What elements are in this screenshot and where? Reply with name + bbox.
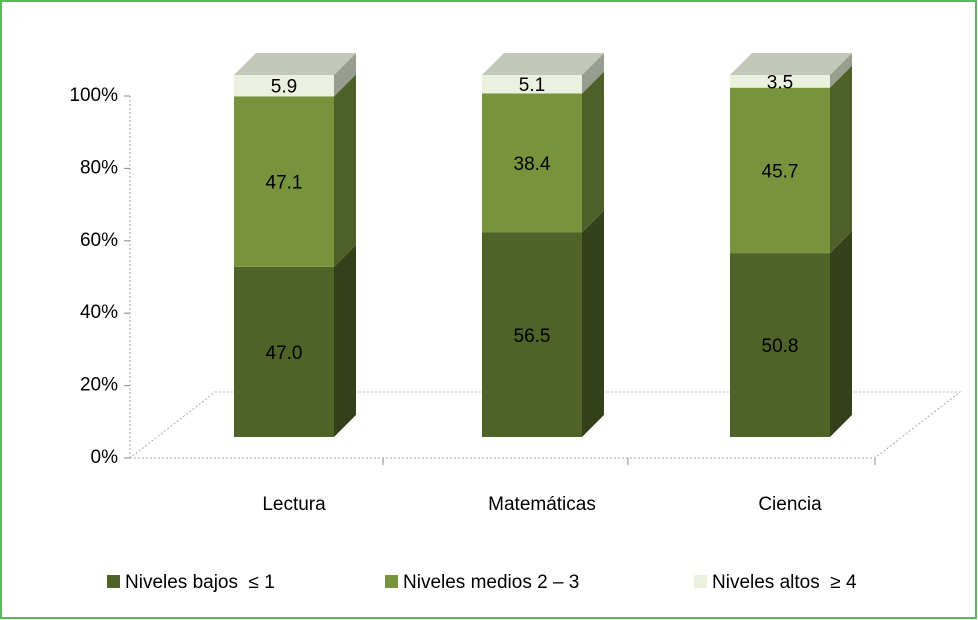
bar-top	[730, 53, 852, 75]
floor	[128, 391, 962, 459]
bar-segment	[234, 96, 334, 267]
y-tick-label: 100%	[69, 85, 118, 106]
bar-segment	[482, 93, 582, 233]
bar-segment	[234, 75, 334, 97]
data-label: 45.7	[762, 161, 799, 182]
y-tick-label: 20%	[80, 375, 118, 396]
bar-segment	[482, 75, 582, 94]
x-tick-label: Matemáticas	[488, 494, 596, 515]
bar-top	[482, 53, 604, 75]
y-tick-label: 80%	[80, 157, 118, 178]
bar-segment	[730, 253, 830, 437]
bar-segment	[482, 232, 582, 437]
data-label: 47.0	[266, 343, 303, 364]
legend-label: Niveles bajos ≤ 1	[125, 572, 275, 593]
data-label: 47.1	[266, 173, 303, 194]
bar-top	[234, 53, 356, 75]
y-tick-label: 60%	[80, 230, 118, 251]
bar-segment	[234, 266, 334, 437]
y-tick-label: 40%	[80, 302, 118, 323]
data-label: 56.5	[514, 326, 551, 347]
data-label: 38.4	[514, 154, 551, 175]
data-label: 5.9	[271, 77, 297, 98]
bar-side	[830, 65, 852, 254]
bar-segment	[730, 87, 830, 254]
legend-swatch	[694, 575, 707, 588]
legend-label: Niveles medios 2 – 3	[403, 572, 579, 593]
x-tick-label: Lectura	[262, 494, 326, 515]
bar-side	[582, 71, 604, 233]
x-tick-label: Ciencia	[758, 494, 822, 515]
bar-side	[582, 210, 604, 437]
bar-segment	[730, 75, 830, 88]
bar-side	[582, 53, 604, 94]
legend-label: Niveles altos ≥ 4	[712, 572, 857, 593]
bar-side	[334, 74, 356, 267]
legend-swatch	[107, 575, 120, 588]
bar-side	[334, 244, 356, 437]
legend-swatch	[385, 575, 398, 588]
data-label: 3.5	[767, 72, 793, 93]
data-label: 50.8	[762, 336, 799, 357]
bar-side	[830, 231, 852, 437]
bar-side	[334, 53, 356, 97]
data-label: 5.1	[519, 75, 545, 96]
bar-side	[830, 53, 852, 88]
y-tick-label: 0%	[91, 447, 119, 468]
